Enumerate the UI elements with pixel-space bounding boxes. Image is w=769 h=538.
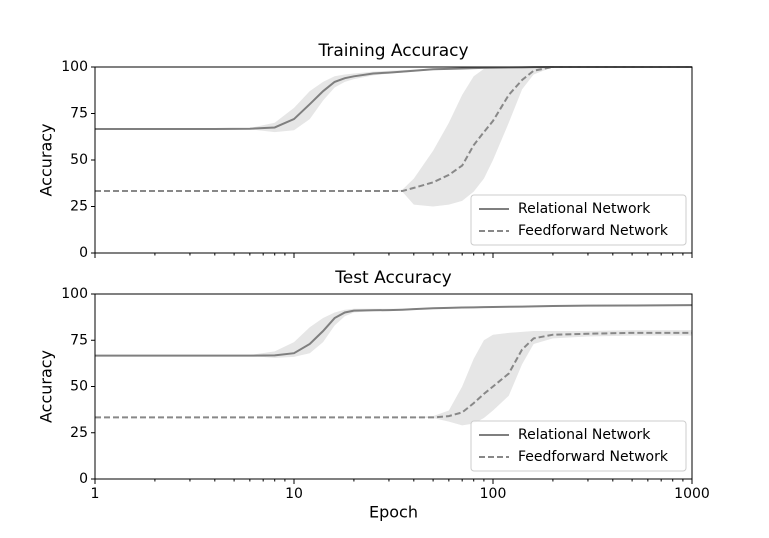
y-tick-label: 50 [70,152,88,168]
y-tick-label: 100 [61,286,88,302]
series-line [95,66,692,130]
series-line [95,66,692,193]
legend-label: Relational Network [518,201,651,217]
y-tick-label: 0 [79,471,88,487]
series-line [95,331,692,419]
x-axis-label: Epoch [369,503,418,522]
confidence-band [95,67,692,133]
y-tick-label: 25 [70,425,88,441]
y-tick-label: 100 [61,59,88,75]
y-axis-label: Accuracy [37,123,56,196]
chart-title: Training Accuracy [317,41,468,61]
y-tick-label: 50 [70,379,88,395]
legend-label: Feedforward Network [518,449,669,465]
x-tick-label: 1 [91,486,100,502]
confidence-band [95,67,692,207]
y-axis-label: Accuracy [37,350,56,423]
y-tick-label: 0 [79,245,88,261]
legend-label: Feedforward Network [518,223,669,239]
legend-box [470,194,687,246]
x-tick-label: 10 [285,486,303,502]
y-tick-label: 75 [70,332,88,348]
y-tick-label: 25 [70,199,88,215]
confidence-band [95,330,692,426]
legend-label: Relational Network [518,427,651,443]
x-tick-label: 1000 [674,486,710,502]
chart-title: Test Accuracy [334,268,452,288]
series-line [95,304,693,357]
x-tick-label: 100 [480,486,507,502]
y-tick-label: 75 [70,106,88,122]
legend-box [470,420,687,472]
